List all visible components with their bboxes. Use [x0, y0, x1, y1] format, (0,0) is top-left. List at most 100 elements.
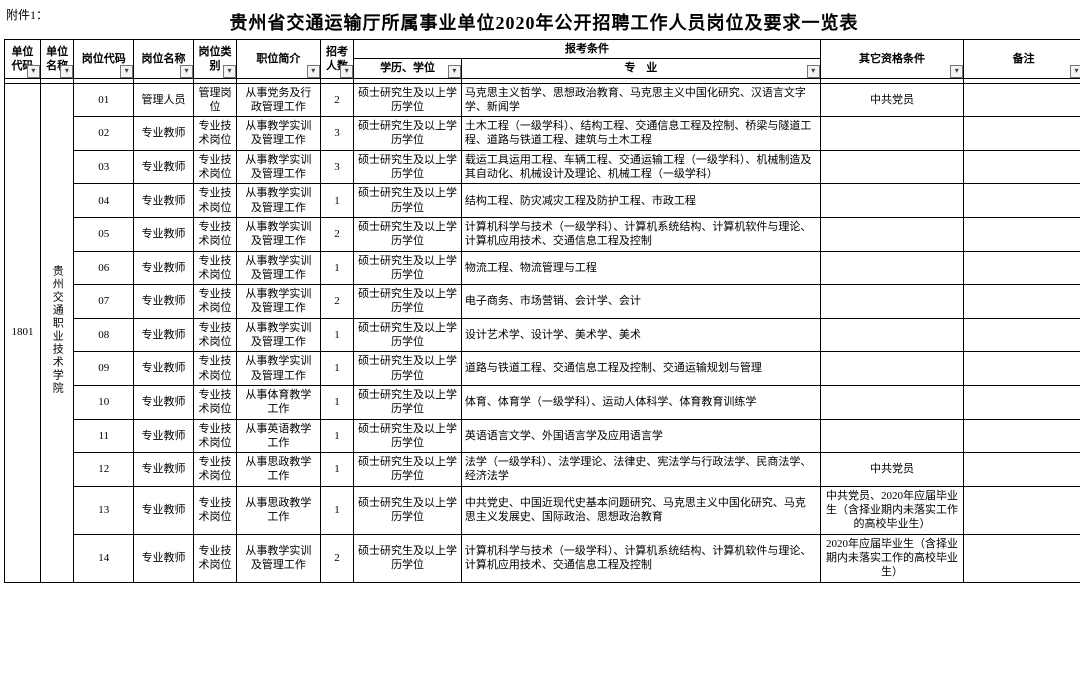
cell-other: [820, 419, 964, 453]
table-row: 04专业教师专业技术岗位从事教学实训及管理工作1硕士研究生及以上学历学位结构工程…: [5, 184, 1080, 218]
cell-pos-desc: 从事教学实训及管理工作: [237, 318, 321, 352]
cell-pos-name: 专业教师: [134, 453, 194, 487]
cell-major: 英语语言文学、外国语言学及应用语言学: [461, 419, 820, 453]
filter-dropdown-icon[interactable]: ▾: [180, 65, 193, 78]
cell-pos-desc: 从事教学实训及管理工作: [237, 184, 321, 218]
cell-edu: 硕士研究生及以上学历学位: [354, 453, 462, 487]
filter-dropdown-icon[interactable]: ▾: [120, 65, 133, 78]
cell-other: 2020年应届毕业生（含择业期内未落实工作的高校毕业生）: [820, 534, 964, 582]
table-row: 14专业教师专业技术岗位从事教学实训及管理工作2硕士研究生及以上学历学位计算机科…: [5, 534, 1080, 582]
table-header: 单位代码 单位名称 岗位代码 岗位名称 岗位类别 职位简介 招考人数 报考条件 …: [5, 40, 1080, 84]
cell-pos-type: 专业技术岗位: [193, 117, 236, 151]
table-row: 02专业教师专业技术岗位从事教学实训及管理工作3硕士研究生及以上学历学位土木工程…: [5, 117, 1080, 151]
cell-edu: 硕士研究生及以上学历学位: [354, 419, 462, 453]
cell-major: 电子商务、市场营销、会计学、会计: [461, 285, 820, 319]
cell-pos-type: 专业技术岗位: [193, 534, 236, 582]
table-row: 1801贵州交通职业技术学院01管理人员管理岗位从事党务及行政管理工作2硕士研究…: [5, 83, 1080, 117]
filter-dropdown-icon[interactable]: ▾: [1070, 65, 1080, 78]
cell-pos-code: 06: [74, 251, 134, 285]
cell-pos-name: 专业教师: [134, 117, 194, 151]
filter-dropdown-icon[interactable]: ▾: [340, 65, 353, 78]
th-remark: 备注: [964, 40, 1080, 79]
cell-pos-desc: 从事教学实训及管理工作: [237, 117, 321, 151]
page-title: 贵州省交通运输厅所属事业单位2020年公开招聘工作人员岗位及要求一览表: [4, 9, 1080, 35]
cell-major: 计算机科学与技术（一级学科）、计算机系统结构、计算机软件与理论、计算机应用技术、…: [461, 534, 820, 582]
cell-count: 2: [320, 217, 353, 251]
cell-count: 1: [320, 385, 353, 419]
cell-pos-name: 专业教师: [134, 352, 194, 386]
filter-dropdown-icon[interactable]: ▾: [307, 65, 320, 78]
cell-other: 中共党员: [820, 83, 964, 117]
cell-pos-desc: 从事教学实训及管理工作: [237, 150, 321, 184]
cell-major: 道路与铁道工程、交通信息工程及控制、交通运输规划与管理: [461, 352, 820, 386]
cell-pos-type: 专业技术岗位: [193, 251, 236, 285]
cell-pos-type: 专业技术岗位: [193, 486, 236, 534]
cell-other: [820, 318, 964, 352]
cell-pos-name: 专业教师: [134, 486, 194, 534]
cell-other: [820, 285, 964, 319]
cell-count: 2: [320, 285, 353, 319]
filter-dropdown-icon[interactable]: ▾: [60, 65, 73, 78]
cell-pos-type: 专业技术岗位: [193, 217, 236, 251]
cell-other: [820, 150, 964, 184]
cell-pos-desc: 从事英语教学工作: [237, 419, 321, 453]
table-body: 1801贵州交通职业技术学院01管理人员管理岗位从事党务及行政管理工作2硕士研究…: [5, 83, 1080, 582]
filter-dropdown-icon[interactable]: ▾: [448, 65, 461, 78]
cell-pos-type: 专业技术岗位: [193, 318, 236, 352]
cell-major: 计算机科学与技术（一级学科）、计算机系统结构、计算机软件与理论、计算机应用技术、…: [461, 217, 820, 251]
table-row: 03专业教师专业技术岗位从事教学实训及管理工作3硕士研究生及以上学历学位载运工具…: [5, 150, 1080, 184]
cell-pos-desc: 从事思政教学工作: [237, 453, 321, 487]
cell-pos-code: 08: [74, 318, 134, 352]
cell-remark: [964, 117, 1080, 151]
cell-count: 1: [320, 318, 353, 352]
cell-other: [820, 251, 964, 285]
cell-pos-desc: 从事教学实训及管理工作: [237, 285, 321, 319]
cell-unit-code: 1801: [5, 83, 41, 582]
cell-edu: 硕士研究生及以上学历学位: [354, 352, 462, 386]
cell-pos-name: 专业教师: [134, 318, 194, 352]
cell-count: 3: [320, 117, 353, 151]
cell-pos-code: 05: [74, 217, 134, 251]
cell-major: 物流工程、物流管理与工程: [461, 251, 820, 285]
cell-pos-code: 07: [74, 285, 134, 319]
cell-major: 设计艺术学、设计学、美术学、美术: [461, 318, 820, 352]
cell-major: 马克思主义哲学、思想政治教育、马克思主义中国化研究、汉语言文字学、新闻学: [461, 83, 820, 117]
table-row: 08专业教师专业技术岗位从事教学实训及管理工作1硕士研究生及以上学历学位设计艺术…: [5, 318, 1080, 352]
filter-row: ▾ ▾ ▾ ▾ ▾ ▾ ▾ ▾ ▾ ▾ ▾: [5, 78, 1080, 83]
cell-pos-desc: 从事教学实训及管理工作: [237, 534, 321, 582]
cell-pos-code: 12: [74, 453, 134, 487]
table-row: 06专业教师专业技术岗位从事教学实训及管理工作1硕士研究生及以上学历学位物流工程…: [5, 251, 1080, 285]
cell-pos-code: 14: [74, 534, 134, 582]
cell-count: 1: [320, 486, 353, 534]
filter-dropdown-icon[interactable]: ▾: [27, 65, 40, 78]
cell-pos-desc: 从事党务及行政管理工作: [237, 83, 321, 117]
cell-remark: [964, 419, 1080, 453]
cell-pos-code: 10: [74, 385, 134, 419]
cell-remark: [964, 251, 1080, 285]
cell-major: 法学（一级学科）、法学理论、法律史、宪法学与行政法学、民商法学、经济法学: [461, 453, 820, 487]
cell-pos-desc: 从事体育教学工作: [237, 385, 321, 419]
cell-pos-name: 专业教师: [134, 534, 194, 582]
cell-edu: 硕士研究生及以上学历学位: [354, 184, 462, 218]
cell-other: [820, 385, 964, 419]
filter-dropdown-icon[interactable]: ▾: [223, 65, 236, 78]
cell-pos-type: 专业技术岗位: [193, 385, 236, 419]
filter-dropdown-icon[interactable]: ▾: [950, 65, 963, 78]
cell-pos-type: 专业技术岗位: [193, 150, 236, 184]
cell-pos-type: 管理岗位: [193, 83, 236, 117]
cell-pos-desc: 从事教学实训及管理工作: [237, 352, 321, 386]
table-row: 13专业教师专业技术岗位从事思政教学工作1硕士研究生及以上学历学位中共党史、中国…: [5, 486, 1080, 534]
cell-pos-code: 04: [74, 184, 134, 218]
filter-dropdown-icon[interactable]: ▾: [807, 65, 820, 78]
cell-pos-name: 专业教师: [134, 217, 194, 251]
cell-remark: [964, 385, 1080, 419]
attachment-label: 附件1：: [6, 6, 48, 23]
cell-edu: 硕士研究生及以上学历学位: [354, 285, 462, 319]
cell-pos-name: 专业教师: [134, 419, 194, 453]
cell-major: 土木工程（一级学科）、结构工程、交通信息工程及控制、桥梁与隧道工程、道路与铁道工…: [461, 117, 820, 151]
cell-pos-type: 专业技术岗位: [193, 453, 236, 487]
cell-pos-desc: 从事教学实训及管理工作: [237, 217, 321, 251]
cell-edu: 硕士研究生及以上学历学位: [354, 534, 462, 582]
cell-edu: 硕士研究生及以上学历学位: [354, 385, 462, 419]
cell-edu: 硕士研究生及以上学历学位: [354, 318, 462, 352]
